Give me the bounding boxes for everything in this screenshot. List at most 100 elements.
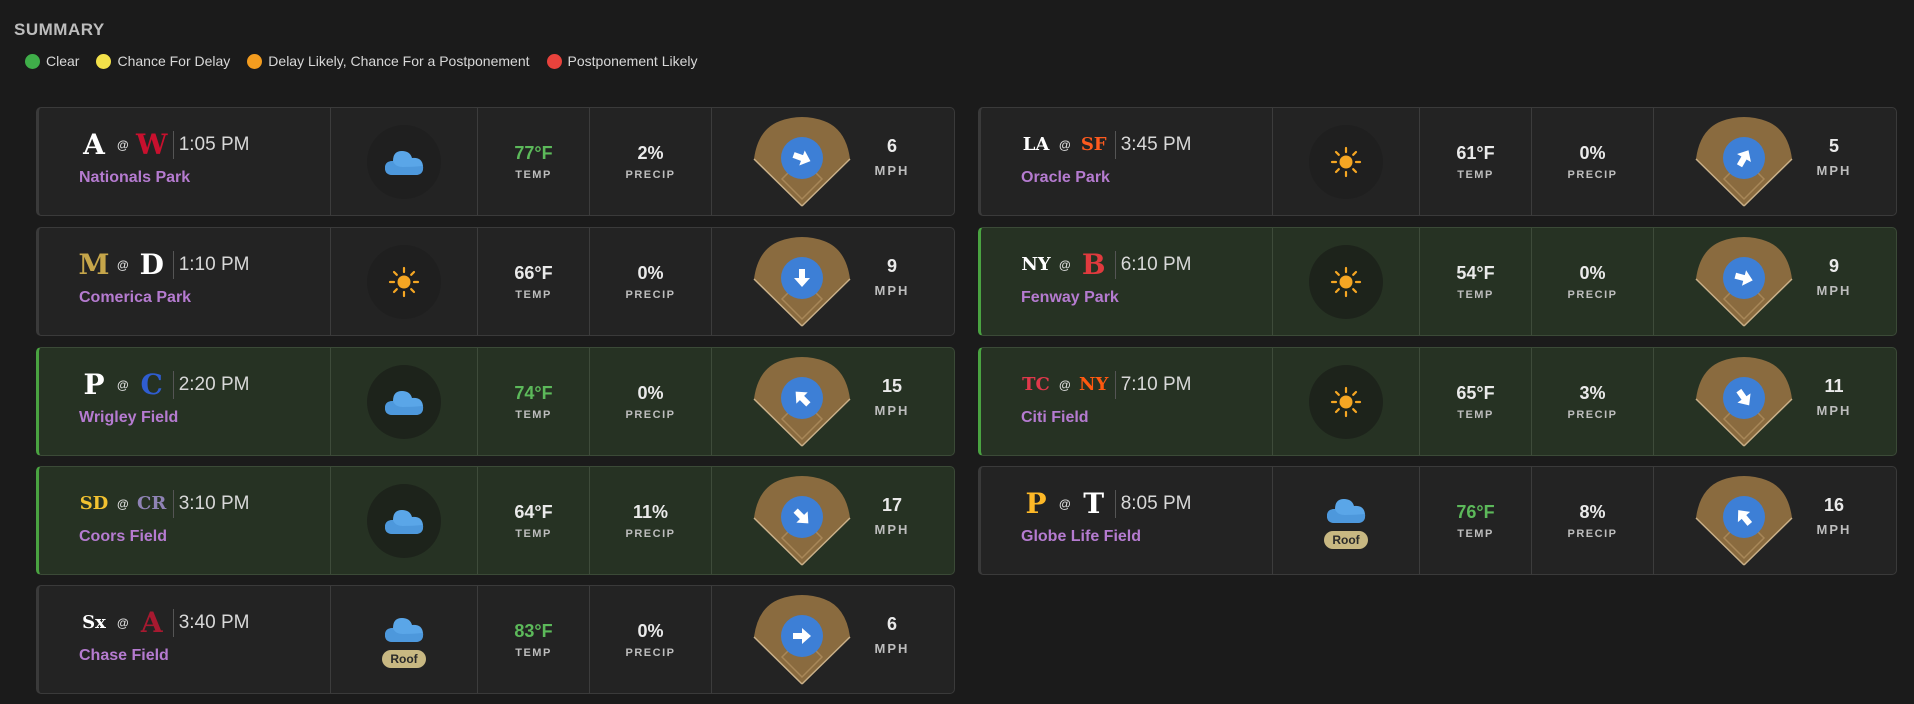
wind-speed-value: 5 (1828, 136, 1839, 156)
cubs-logo-icon: C (140, 368, 163, 401)
wind-cell: 9 MPH (712, 228, 954, 335)
wind-speed-unit: MPH (874, 522, 910, 537)
precip-value: 2% (637, 142, 664, 163)
nationals-logo-icon: W (135, 128, 168, 161)
roof-badge: Roof (1324, 530, 1368, 549)
wind-arrow-icon (1736, 388, 1751, 406)
divider (172, 371, 174, 399)
field-diamond (752, 115, 852, 207)
pirates-logo-icon: P (1025, 487, 1047, 520)
dodgers-logo-icon: LA (1022, 134, 1050, 155)
wind-cell: 6 MPH (712, 108, 954, 215)
field-diamond (752, 235, 852, 327)
wind-speed-value: 6 (886, 614, 897, 634)
temperature-value: 83°F (514, 620, 553, 641)
precip-value: 0% (637, 620, 664, 641)
temp-label: TEMP (515, 288, 552, 301)
ballpark-name[interactable]: Comerica Park (79, 289, 192, 306)
game-time: 3:10 PM (178, 493, 250, 514)
ballpark-name[interactable]: Globe Life Field (1021, 528, 1142, 545)
sky-cell (1273, 348, 1420, 455)
teams: NY @ B 6:10 PM (1021, 246, 1272, 284)
padres-logo-icon: SD (79, 493, 109, 514)
at-symbol: @ (1059, 138, 1071, 152)
precip-label: PRECIP (625, 408, 676, 421)
sky-cell (331, 348, 478, 455)
wind-direction-badge (1723, 496, 1765, 538)
game-row[interactable]: M @ D 1:10 PM Comerica Park 66°F TEMP 0%… (36, 227, 955, 336)
sky-badge (367, 483, 441, 558)
sky-badge (367, 244, 441, 319)
legend: Clear Chance For Delay Delay Likely, Chanc… (25, 53, 714, 69)
divider (172, 609, 174, 637)
ballpark-name[interactable]: Oracle Park (1021, 169, 1110, 186)
wind-speed-value: 11 (1824, 376, 1844, 396)
wind-cell: 5 MPH (1654, 108, 1896, 215)
legend-label: Chance For Delay (117, 53, 231, 69)
wind-direction-badge (781, 615, 823, 657)
legend-item: Clear (25, 53, 79, 69)
precip-label: PRECIP (1567, 408, 1618, 421)
summary-title: SUMMARY (14, 20, 105, 39)
cloud-icon (385, 390, 424, 415)
status-dot-icon (96, 53, 112, 69)
wind-arrow-icon (1737, 510, 1753, 526)
wind-speed-unit: MPH (1816, 163, 1852, 178)
game-time: 1:05 PM (178, 134, 250, 155)
wind-direction-badge (1723, 137, 1765, 179)
wind-speed-unit: MPH (874, 403, 910, 418)
precip-value: 0% (637, 382, 664, 403)
wind-arrow-icon (794, 269, 810, 287)
game-row[interactable]: SD @ CR 3:10 PM Coors Field 64°F TEMP 11… (36, 466, 955, 575)
field-diamond (1694, 235, 1794, 327)
ballpark-name[interactable]: Chase Field (79, 647, 169, 664)
ballpark-name[interactable]: Citi Field (1021, 409, 1089, 426)
wind-cell: 17 MPH (712, 467, 954, 574)
game-time: 8:05 PM (1120, 493, 1192, 514)
at-symbol: @ (117, 497, 129, 511)
field-diamond (1694, 115, 1794, 207)
wind-direction-badge (781, 257, 823, 299)
divider (172, 251, 174, 279)
temperature-value: 61°F (1456, 142, 1495, 163)
teams: P @ C 2:20 PM (79, 366, 330, 404)
ballpark-name[interactable]: Fenway Park (1021, 289, 1119, 306)
wind-speed: 9 MPH (872, 256, 912, 298)
divider (1114, 371, 1116, 399)
wind-arrow-icon (793, 508, 809, 524)
game-row[interactable]: P @ C 2:20 PM Wrigley Field 74°F TEMP 0%… (36, 347, 955, 456)
game-row[interactable]: NY @ B 6:10 PM Fenway Park 54°F TEMP 0% … (978, 227, 1897, 336)
game-row[interactable]: P @ T 8:05 PM Globe Life Field Roof 76°F… (978, 466, 1897, 575)
wind-direction-badge (1723, 257, 1765, 299)
sun-icon (388, 266, 420, 297)
ballpark-name[interactable]: Wrigley Field (79, 409, 179, 426)
divider (1114, 251, 1116, 279)
game-row[interactable]: A @ W 1:05 PM Nationals Park 77°F TEMP 2… (36, 107, 955, 216)
precip-cell: 0% PRECIP (590, 586, 712, 693)
game-time: 1:10 PM (178, 254, 250, 275)
status-dot-icon (25, 53, 40, 69)
temp-cell: 64°F TEMP (478, 467, 590, 574)
rockies-logo-icon: CR (137, 493, 167, 514)
ballpark-name[interactable]: Coors Field (79, 528, 168, 545)
legend-label: Delay Likely, Chance For a Postponement (268, 53, 530, 69)
game-row[interactable]: LA @ SF 3:45 PM Oracle Park 61°F TEMP 0%… (978, 107, 1897, 216)
game-row[interactable]: Sx @ A 3:40 PM Chase Field Roof 83°F TEM… (36, 585, 955, 694)
wind-cell: 15 MPH (712, 348, 954, 455)
game-row[interactable]: TC @ NY 7:10 PM Citi Field 65°F TEMP 3% … (978, 347, 1897, 456)
precip-label: PRECIP (1567, 168, 1618, 181)
precip-label: PRECIP (1567, 527, 1618, 540)
field-diamond (752, 355, 852, 447)
matchup-cell: M @ D 1:10 PM Comerica Park (39, 228, 331, 335)
rangers-logo-icon: T (1083, 487, 1105, 520)
ballpark-name[interactable]: Nationals Park (79, 169, 191, 186)
divider (172, 131, 174, 159)
wind-arrow-icon (1734, 270, 1753, 286)
temperature-value: 77°F (514, 142, 553, 163)
wind-speed-unit: MPH (874, 641, 910, 656)
sky-cell (1273, 228, 1420, 335)
twins-logo-icon: TC (1022, 374, 1050, 395)
divider (1114, 131, 1116, 159)
precip-cell: 0% PRECIP (590, 228, 712, 335)
matchup-cell: TC @ NY 7:10 PM Citi Field (981, 348, 1273, 455)
